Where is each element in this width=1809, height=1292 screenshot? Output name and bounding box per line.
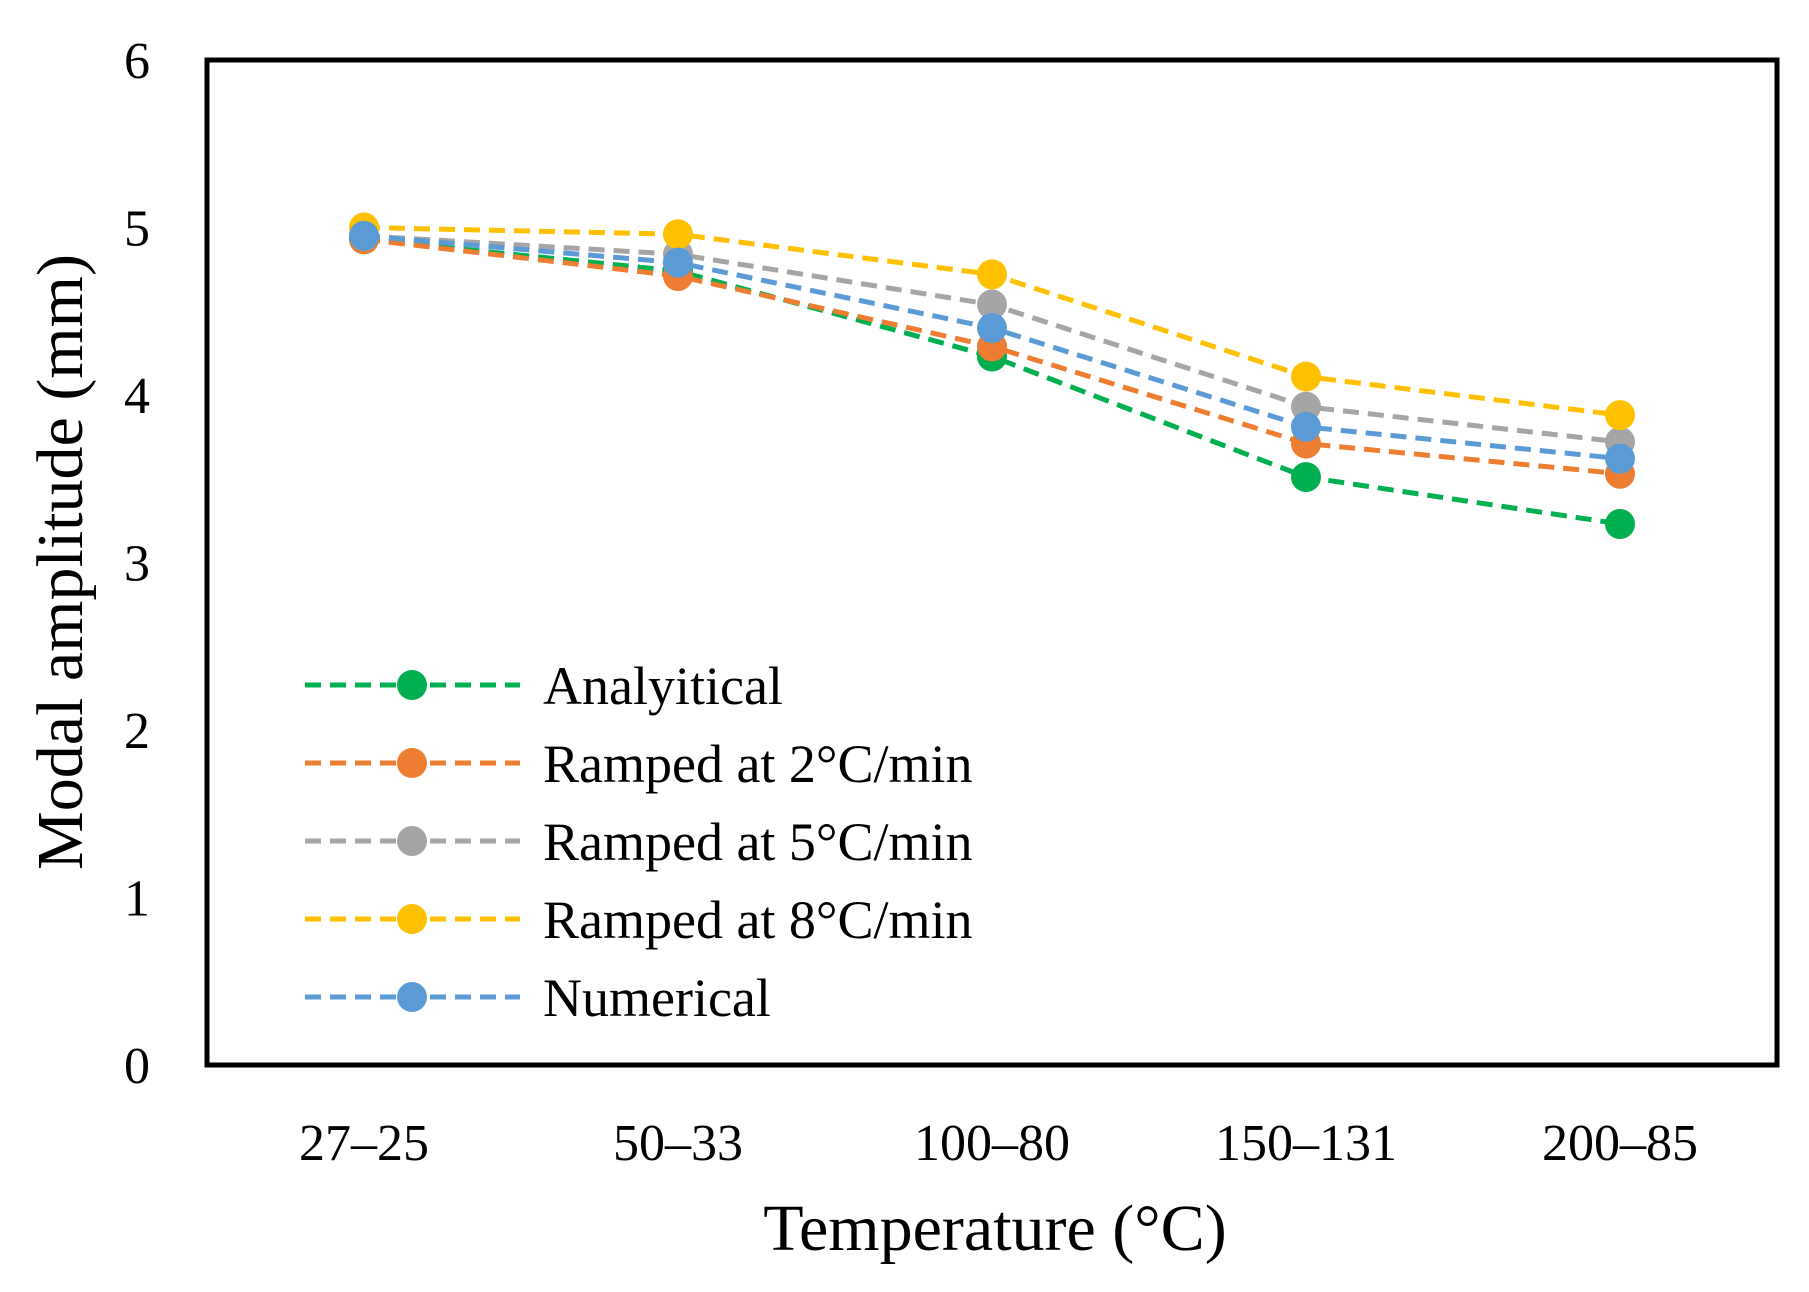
legend-swatch-marker xyxy=(397,748,427,778)
x-axis-title: Temperature (°C) xyxy=(763,1192,1226,1265)
data-point-numerical-4 xyxy=(1291,411,1321,442)
y-tick-label-0: 0 xyxy=(124,1038,150,1095)
data-point-ramped-at-8-c-min-2 xyxy=(663,219,693,250)
data-point-ramped-at-8-c-min-4 xyxy=(1291,361,1321,392)
x-axis-ticks: 27–25 50–33 100–80 150–131 200–85 xyxy=(299,1115,1698,1172)
legend-label: Analyitical xyxy=(543,656,783,716)
legend-item-analyitical: Analyitical xyxy=(305,656,783,716)
data-point-ramped-at-8-c-min-3 xyxy=(977,259,1007,290)
legend-label: Ramped at 8°C/min xyxy=(543,890,973,950)
legend-item-ramped-at-5-c-min: Ramped at 5°C/min xyxy=(305,812,973,872)
legend-item-ramped-at-2-c-min: Ramped at 2°C/min xyxy=(305,734,973,794)
legend-swatch-marker xyxy=(397,982,427,1012)
x-tick-label-150–131: 150–131 xyxy=(1215,1115,1397,1172)
data-point-analyitical-4 xyxy=(1291,462,1321,493)
series-line-analyitical xyxy=(363,236,1621,527)
y-tick-label-1: 1 xyxy=(124,871,150,928)
data-point-numerical-2 xyxy=(663,247,693,278)
x-tick-label-200–85: 200–85 xyxy=(1542,1115,1698,1172)
y-axis-title: Modal amplitude (mm) xyxy=(24,254,97,870)
legend-label: Ramped at 2°C/min xyxy=(543,734,973,794)
data-point-numerical-1 xyxy=(349,220,379,251)
legend-label: Numerical xyxy=(543,968,771,1028)
legend-swatch-marker xyxy=(397,904,427,934)
data-point-numerical-5 xyxy=(1605,443,1635,474)
data-point-analyitical-5 xyxy=(1605,508,1635,539)
data-point-ramped-at-8-c-min-5 xyxy=(1605,400,1635,431)
x-tick-label-100–80: 100–80 xyxy=(914,1115,1070,1172)
data-point-numerical-3 xyxy=(977,313,1007,343)
x-tick-label-50–33: 50–33 xyxy=(613,1115,743,1172)
y-tick-label-6: 6 xyxy=(124,33,150,90)
y-tick-label-5: 5 xyxy=(124,201,150,258)
legend: Analyitical Ramped at 2°C/min Ramped at 5°… xyxy=(305,656,973,1028)
x-tick-label-27–25: 27–25 xyxy=(299,1115,429,1172)
series-numerical xyxy=(349,220,1635,474)
legend-swatch-marker xyxy=(397,826,427,856)
legend-item-numerical: Numerical xyxy=(305,968,771,1028)
y-tick-label-2: 2 xyxy=(124,703,150,760)
legend-item-ramped-at-8-c-min: Ramped at 8°C/min xyxy=(305,890,973,950)
y-tick-label-3: 3 xyxy=(124,536,150,593)
y-tick-label-4: 4 xyxy=(124,368,150,425)
plot-area-frame xyxy=(204,57,1780,1068)
y-axis-ticks: 0 1 2 3 4 5 6 xyxy=(124,33,150,1095)
legend-label: Ramped at 5°C/min xyxy=(543,812,973,872)
data-point-ramped-at-5-c-min-3 xyxy=(977,289,1007,320)
legend-swatch-marker xyxy=(397,670,427,700)
series-layer xyxy=(349,212,1635,539)
